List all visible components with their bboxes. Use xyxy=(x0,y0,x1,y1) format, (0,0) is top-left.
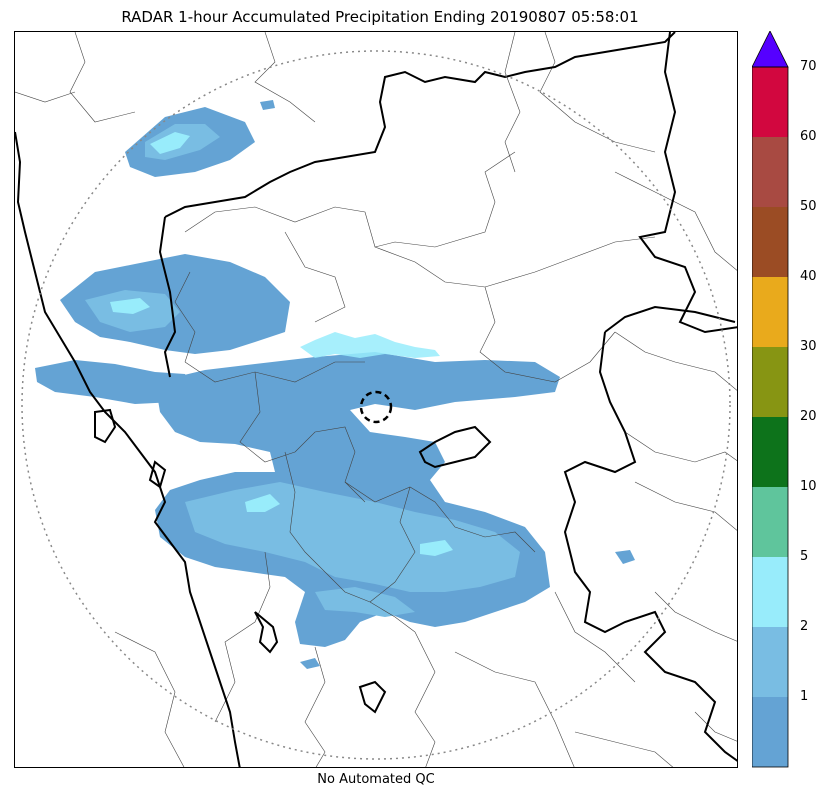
precip-area-east-small xyxy=(615,550,635,564)
precip-heavy-layer xyxy=(110,132,453,556)
border-west xyxy=(158,216,177,378)
precip-area-northwest xyxy=(60,254,290,354)
border-west-inlet xyxy=(94,408,117,444)
colorbar-segment xyxy=(752,347,788,417)
colorbar-tick-label: 20 xyxy=(800,409,817,424)
precip-medium-south xyxy=(315,587,415,617)
colorbar-outline xyxy=(752,66,789,768)
border-east-upper xyxy=(638,32,737,334)
precip-heavy-north xyxy=(150,132,190,154)
border-east-lower xyxy=(563,331,737,762)
colorbar-segment xyxy=(752,627,788,697)
colorbar-tick-label: 5 xyxy=(800,549,809,564)
precip-area-west-band xyxy=(35,360,195,404)
colorbar-tick-label: 10 xyxy=(800,479,817,494)
border-west-lake xyxy=(148,460,167,489)
colorbar-tick-label: 70 xyxy=(800,59,817,74)
border-enclave xyxy=(418,425,492,469)
colorbar-segment xyxy=(752,207,788,277)
colorbar-segment xyxy=(752,557,788,627)
state-borders xyxy=(15,32,737,767)
colorbar-tick-label: 40 xyxy=(800,269,817,284)
border-east-middle xyxy=(604,305,736,333)
colorbar-extend-arrow xyxy=(752,31,789,68)
colorbar-segment xyxy=(752,137,788,207)
coastline xyxy=(15,131,241,767)
district-borders xyxy=(15,32,737,767)
colorbar-tick-label: 50 xyxy=(800,199,817,214)
qc-status-label: No Automated QC xyxy=(317,772,435,787)
border-south-inlet-1 xyxy=(254,611,279,654)
colorbar-segment xyxy=(752,67,788,137)
colorbar-tick-label: 1 xyxy=(800,689,809,704)
precip-heavy-north-scatter xyxy=(300,332,440,358)
border-south-inlet-2 xyxy=(358,680,387,714)
colorbar-segments xyxy=(752,67,788,767)
colorbar-segment xyxy=(752,277,788,347)
range-ring xyxy=(21,50,731,760)
colorbar-segment xyxy=(752,487,788,557)
precip-light-layer xyxy=(35,100,635,669)
chart-title: RADAR 1-hour Accumulated Precipitation E… xyxy=(121,8,639,26)
colorbar-segment xyxy=(752,697,788,767)
colorbar-tick-label: 2 xyxy=(800,619,809,634)
precip-heavy-northwest xyxy=(110,298,150,314)
precip-medium-central xyxy=(185,482,520,592)
precip-heavy-central-2 xyxy=(420,540,453,556)
colorbar-segment xyxy=(752,417,788,487)
radar-map xyxy=(14,31,738,768)
precip-colorbar xyxy=(752,31,789,768)
colorbar-tick-label: 30 xyxy=(800,339,817,354)
radar-site-marker xyxy=(359,390,393,424)
map-svg xyxy=(15,32,737,767)
precip-heavy-central-1 xyxy=(245,494,280,512)
precip-area-north-small xyxy=(260,100,275,110)
colorbar-tick-label: 60 xyxy=(800,129,817,144)
precip-area-south-small xyxy=(300,658,320,669)
border-north xyxy=(164,32,676,218)
